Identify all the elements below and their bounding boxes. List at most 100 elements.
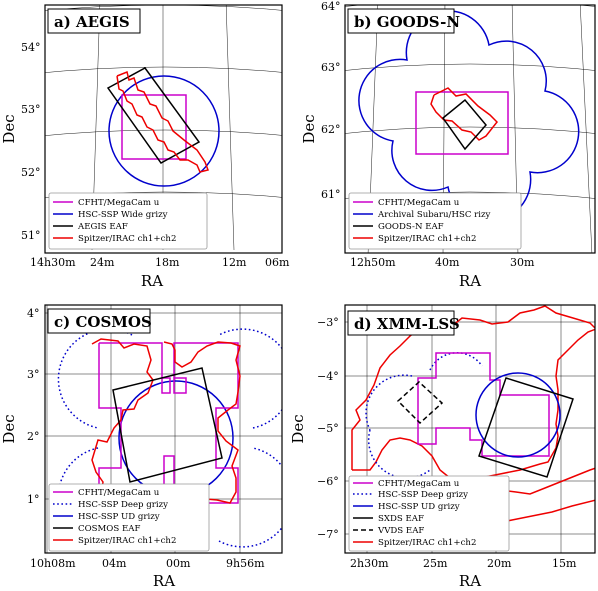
goodsn-plot-area: [345, 5, 595, 253]
aegis-cfht-megacam-footprint: [121, 94, 187, 160]
goodsn-ytick: 61°: [321, 188, 341, 201]
cosmos-xtick: 00m: [166, 557, 191, 570]
panel-aegis: a) AEGIS CFHT/MegaCam u HSC-SSP Wide gri…: [0, 4, 290, 290]
goodsn-y-ticks: 61° 62° 63° 64°: [321, 0, 341, 201]
cosmos-x-ticks: 10h08m 04m 00m 9h56m: [30, 557, 265, 570]
goodsn-frame: [344, 4, 596, 254]
panel-cosmos: c) COSMOS CFHT/MegaCam u HSC-SSP Deep gr…: [0, 304, 283, 590]
aegis-xtick: 18m: [155, 256, 180, 269]
cosmos-ytick: 3°: [27, 368, 40, 381]
xmmlss-xtick: 2h30m: [350, 557, 389, 570]
cosmos-legend-entry: Spitzer/IRAC ch1+ch2: [78, 536, 176, 546]
xmmlss-legend: CFHT/MegaCam u HSC-SSP Deep grizy HSC-SS…: [348, 475, 510, 552]
aegis-xtick: 06m: [265, 256, 290, 269]
xmmlss-xlabel: RA: [459, 572, 481, 590]
goodsn-irac-footprint: [430, 87, 499, 141]
xmmlss-legend-entry: SXDS EAF: [378, 514, 424, 524]
cosmos-legend-entry: HSC-SSP UD grizy: [78, 512, 160, 522]
xmmlss-ylabel: Dec: [289, 414, 307, 443]
aegis-legend: CFHT/MegaCam u HSC-SSP Wide grizy AEGIS …: [48, 192, 208, 250]
cosmos-irac-footprint: [91, 338, 241, 507]
xmmlss-frame: [344, 304, 596, 554]
aegis-legend-entry: Spitzer/IRAC ch1+ch2: [78, 234, 176, 244]
goodsn-legend-entry: GOODS-N EAF: [378, 222, 444, 232]
goodsn-title-box: b) GOODS-N: [347, 8, 460, 34]
goodsn-legend-entry: Archival Subaru/HSC rizy: [377, 210, 491, 220]
aegis-ytick: 51°: [21, 229, 41, 242]
cosmos-xtick: 10h08m: [30, 557, 76, 570]
xmmlss-hsc-ud-circle: [475, 372, 561, 458]
goodsn-xtick: 12h50m: [350, 256, 396, 269]
xmmlss-sxds-eaf-footprint: [478, 377, 574, 478]
cosmos-legend: CFHT/MegaCam u HSC-SSP Deep grizy HSC-SS…: [48, 483, 210, 552]
aegis-xtick: 12m: [222, 256, 247, 269]
cosmos-ytick: 2°: [27, 430, 40, 443]
goodsn-archival-hsc-footprint: [358, 10, 580, 222]
aegis-title: a) AEGIS: [54, 13, 130, 31]
goodsn-legend: CFHT/MegaCam u Archival Subaru/HSC rizy …: [348, 192, 522, 250]
goodsn-xtick: 40m: [435, 256, 460, 269]
aegis-eaf-footprint: [106, 67, 201, 164]
xmmlss-ytick: −3°: [317, 316, 339, 329]
xmmlss-y-ticks: −7° −6° −5° −4° −3°: [317, 316, 339, 541]
aegis-ylabel: Dec: [0, 114, 18, 143]
aegis-ytick: 53°: [21, 103, 41, 116]
goodsn-eaf-footprint: [441, 98, 487, 151]
goodsn-ytick: 62°: [321, 123, 341, 136]
cosmos-legend-entry: COSMOS EAF: [78, 524, 140, 534]
cosmos-legend-entry: HSC-SSP Deep grizy: [78, 500, 168, 510]
aegis-xtick: 24m: [90, 256, 115, 269]
aegis-y-ticks: 51° 52° 53° 54°: [21, 41, 41, 242]
cosmos-title: c) COSMOS: [54, 313, 152, 331]
cosmos-legend-entry: CFHT/MegaCam u: [78, 488, 160, 498]
cosmos-ytick: 1°: [27, 493, 40, 506]
cosmos-eaf-footprint: [112, 367, 223, 483]
cosmos-y-ticks: 1° 2° 3° 4°: [27, 307, 40, 506]
goodsn-cfht-megacam-footprint: [415, 91, 509, 155]
cosmos-xtick: 9h56m: [226, 557, 265, 570]
aegis-irac-footprint: [116, 70, 209, 173]
panel-goodsn: b) GOODS-N CFHT/MegaCam u Archival Subar…: [300, 0, 596, 290]
cosmos-title-box: c) COSMOS: [47, 308, 152, 334]
aegis-frame: [44, 4, 283, 254]
goodsn-ylabel: Dec: [300, 114, 318, 143]
cosmos-ylabel: Dec: [0, 414, 18, 443]
aegis-hsc-wide-circle: [108, 75, 220, 187]
goodsn-legend-entry: CFHT/MegaCam u: [378, 198, 460, 208]
cosmos-cfht-megacam-footprint: [98, 342, 239, 504]
xmmlss-xtick: 15m: [552, 557, 577, 570]
goodsn-title: b) GOODS-N: [354, 13, 460, 31]
goodsn-ytick: 64°: [321, 0, 341, 13]
aegis-ytick: 52°: [21, 166, 41, 179]
aegis-legend-entry: CFHT/MegaCam u: [78, 198, 160, 208]
aegis-legend-entry: AEGIS EAF: [77, 222, 128, 232]
xmmlss-vvds-eaf-footprint: [396, 380, 444, 425]
aegis-xlabel: RA: [141, 272, 163, 290]
goodsn-legend-entry: Spitzer/IRAC ch1+ch2: [378, 234, 476, 244]
xmmlss-title: d) XMM-LSS: [354, 315, 460, 333]
goodsn-xlabel: RA: [459, 272, 481, 290]
goodsn-x-ticks: 12h50m 40m 30m: [350, 256, 535, 269]
xmmlss-legend-entry: HSC-SSP UD grizy: [378, 502, 460, 512]
xmmlss-xtick: 25m: [423, 557, 448, 570]
xmmlss-legend-entry: HSC-SSP Deep grizy: [378, 490, 468, 500]
xmmlss-title-box: d) XMM-LSS: [347, 310, 460, 336]
cosmos-xlabel: RA: [153, 572, 175, 590]
xmmlss-cfht-megacam-footprint: [417, 352, 550, 457]
aegis-xtick: 14h30m: [30, 256, 76, 269]
aegis-x-ticks: 14h30m 24m 18m 12m 06m: [30, 256, 290, 269]
cosmos-ytick: 4°: [27, 307, 40, 320]
xmmlss-irac-footprint-main: [351, 305, 595, 481]
xmmlss-ytick: −7°: [317, 528, 339, 541]
cosmos-xtick: 04m: [102, 557, 127, 570]
cosmos-frame: [44, 304, 283, 554]
panel-xmmlss: d) XMM-LSS CFHT/MegaCam u HSC-SSP Deep g…: [289, 304, 596, 590]
goodsn-ytick: 63°: [321, 61, 341, 74]
xmmlss-hsc-deep-footprint: [365, 352, 483, 479]
xmmlss-ytick: −6°: [317, 475, 339, 488]
xmmlss-xtick: 20m: [487, 557, 512, 570]
xmmlss-x-ticks: 2h30m 25m 20m 15m: [350, 557, 577, 570]
xmmlss-ytick: −4°: [317, 370, 339, 383]
xmmlss-legend-entry: VVDS EAF: [377, 526, 424, 536]
